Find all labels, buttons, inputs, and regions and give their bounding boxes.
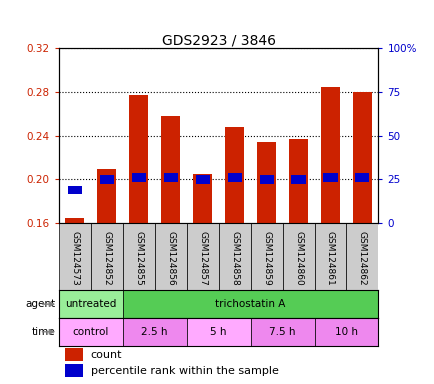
Text: GSM124573: GSM124573: [70, 231, 79, 286]
Bar: [193, 174, 212, 223]
Text: time: time: [32, 327, 56, 337]
Bar: [59, 290, 122, 318]
Text: 7.5 h: 7.5 h: [269, 327, 295, 337]
Text: GSM124859: GSM124859: [261, 231, 270, 286]
Text: GSM124862: GSM124862: [357, 231, 366, 286]
Text: GSM124861: GSM124861: [325, 231, 334, 286]
Bar: [186, 318, 250, 346]
Bar: [91, 223, 122, 290]
Text: trichostatin A: trichostatin A: [215, 299, 285, 309]
Text: GSM124858: GSM124858: [230, 231, 239, 286]
Bar: [132, 173, 145, 182]
Bar: [250, 223, 282, 290]
Text: GSM124860: GSM124860: [293, 231, 302, 286]
Bar: [250, 318, 314, 346]
Text: percentile rank within the sample: percentile rank within the sample: [91, 366, 278, 376]
Bar: [186, 223, 218, 290]
Bar: [97, 169, 116, 223]
Bar: [291, 175, 305, 184]
Bar: [65, 348, 82, 361]
Bar: [122, 318, 186, 346]
Bar: [314, 223, 345, 290]
Text: control: control: [72, 327, 108, 337]
Bar: [282, 223, 314, 290]
Bar: [99, 175, 113, 184]
Text: GSM124856: GSM124856: [166, 231, 175, 286]
Text: 2.5 h: 2.5 h: [141, 327, 168, 337]
Bar: [129, 95, 148, 223]
Bar: [323, 173, 337, 182]
Bar: [122, 290, 378, 318]
Text: untreated: untreated: [65, 299, 116, 309]
Bar: [163, 173, 177, 182]
Bar: [355, 173, 368, 182]
Bar: [256, 142, 276, 223]
Bar: [195, 175, 209, 184]
Bar: [227, 173, 241, 182]
Bar: [320, 87, 339, 223]
Text: GSM124855: GSM124855: [134, 231, 143, 286]
Text: 10 h: 10 h: [334, 327, 357, 337]
Bar: [259, 175, 273, 184]
Text: GSM124852: GSM124852: [102, 231, 111, 286]
Title: GDS2923 / 3846: GDS2923 / 3846: [161, 33, 275, 47]
Bar: [59, 223, 91, 290]
Text: 5 h: 5 h: [210, 327, 226, 337]
Bar: [65, 364, 82, 377]
Bar: [59, 318, 122, 346]
Bar: [346, 223, 378, 290]
Bar: [161, 116, 180, 223]
Bar: [122, 223, 155, 290]
Bar: [68, 185, 82, 194]
Bar: [288, 139, 307, 223]
Text: GSM124857: GSM124857: [197, 231, 207, 286]
Bar: [352, 92, 371, 223]
Bar: [155, 223, 186, 290]
Bar: [224, 127, 243, 223]
Bar: [65, 218, 84, 223]
Text: count: count: [91, 349, 122, 359]
Text: agent: agent: [25, 299, 56, 309]
Bar: [218, 223, 250, 290]
Bar: [314, 318, 378, 346]
